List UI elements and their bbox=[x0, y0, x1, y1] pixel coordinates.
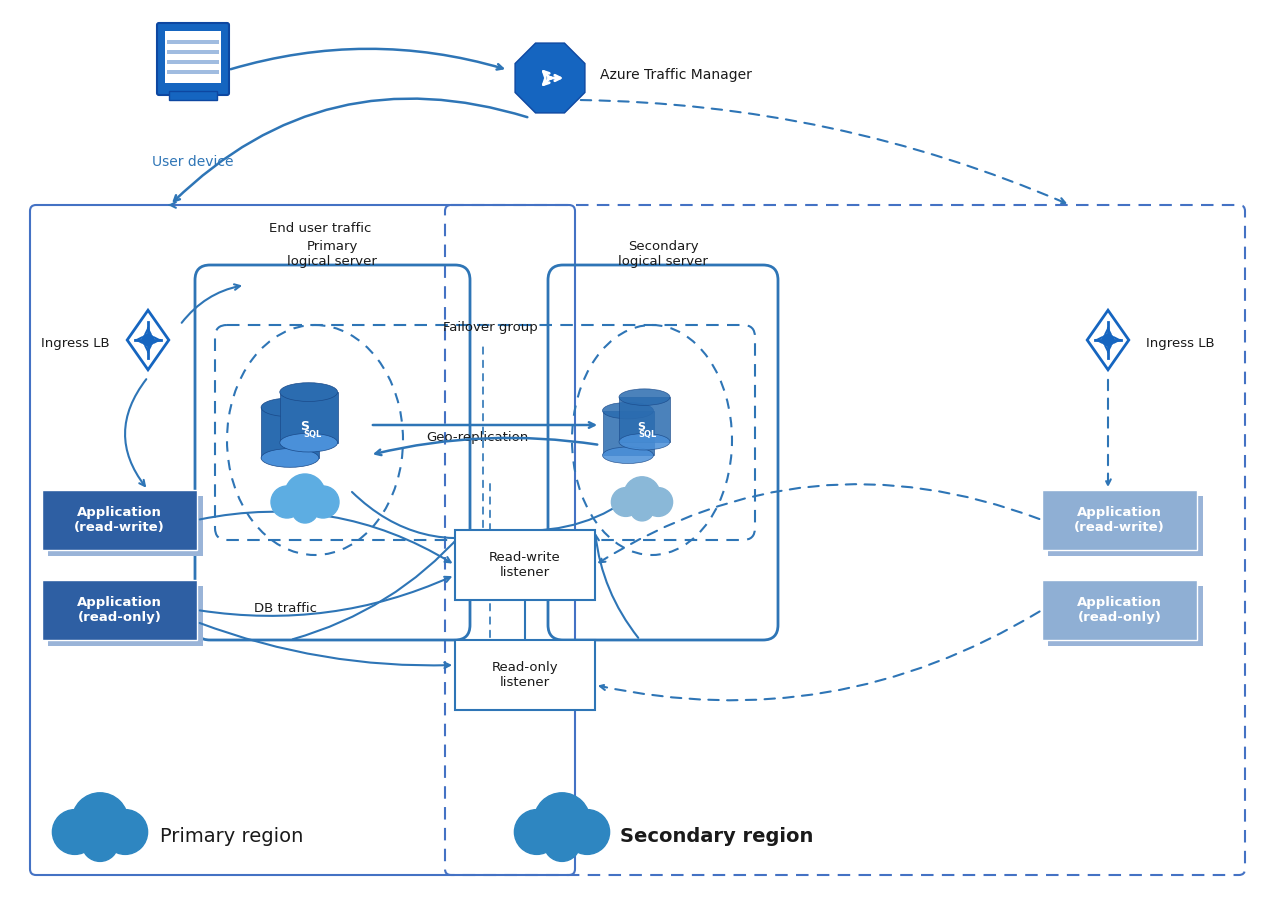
Bar bbox=[48, 586, 203, 646]
FancyBboxPatch shape bbox=[165, 31, 221, 83]
Bar bbox=[1042, 580, 1197, 640]
FancyBboxPatch shape bbox=[158, 23, 229, 95]
FancyBboxPatch shape bbox=[602, 410, 653, 455]
Ellipse shape bbox=[619, 433, 670, 450]
Polygon shape bbox=[1087, 310, 1129, 370]
Circle shape bbox=[81, 825, 118, 861]
Text: Primary
logical server: Primary logical server bbox=[287, 240, 377, 268]
Text: Ingress LB: Ingress LB bbox=[42, 337, 111, 350]
Bar bbox=[1049, 586, 1202, 646]
Ellipse shape bbox=[619, 388, 670, 406]
Circle shape bbox=[564, 810, 610, 855]
Bar bbox=[1049, 496, 1202, 556]
Circle shape bbox=[308, 486, 339, 518]
Polygon shape bbox=[127, 310, 169, 370]
Bar bbox=[455, 640, 595, 710]
Text: SQL: SQL bbox=[638, 430, 657, 440]
Bar bbox=[167, 70, 219, 74]
Circle shape bbox=[141, 334, 155, 346]
Circle shape bbox=[644, 487, 672, 516]
Text: Primary region: Primary region bbox=[160, 826, 304, 845]
Text: Secondary region: Secondary region bbox=[620, 826, 813, 845]
Text: Application
(read-only): Application (read-only) bbox=[78, 596, 161, 624]
Text: End user traffic: End user traffic bbox=[268, 221, 371, 235]
Text: Ingress LB: Ingress LB bbox=[1146, 337, 1215, 350]
FancyBboxPatch shape bbox=[261, 408, 319, 458]
Circle shape bbox=[630, 497, 653, 521]
Circle shape bbox=[515, 810, 559, 855]
Text: DB traffic: DB traffic bbox=[253, 601, 316, 614]
Circle shape bbox=[292, 497, 318, 523]
Text: S: S bbox=[637, 422, 644, 432]
Circle shape bbox=[544, 825, 580, 861]
Circle shape bbox=[534, 792, 590, 849]
Text: Geo-replication: Geo-replication bbox=[426, 431, 529, 444]
Bar bbox=[48, 496, 203, 556]
Circle shape bbox=[52, 810, 97, 855]
Bar bbox=[42, 490, 197, 550]
Text: Application
(read-write): Application (read-write) bbox=[1074, 506, 1166, 534]
Text: Read-only
listener: Read-only listener bbox=[492, 661, 558, 689]
Text: Azure Traffic Manager: Azure Traffic Manager bbox=[600, 68, 752, 82]
Circle shape bbox=[72, 792, 128, 849]
Bar bbox=[42, 580, 197, 640]
Bar bbox=[1042, 490, 1197, 550]
Circle shape bbox=[1102, 334, 1115, 346]
FancyBboxPatch shape bbox=[619, 397, 670, 441]
Ellipse shape bbox=[602, 402, 653, 419]
Polygon shape bbox=[515, 43, 585, 113]
Text: User device: User device bbox=[153, 155, 234, 169]
Ellipse shape bbox=[280, 383, 338, 401]
Ellipse shape bbox=[602, 447, 653, 463]
Circle shape bbox=[103, 810, 147, 855]
Text: Read-write
listener: Read-write listener bbox=[489, 551, 561, 579]
Text: Secondary
logical server: Secondary logical server bbox=[618, 240, 708, 268]
Bar bbox=[167, 40, 219, 44]
Circle shape bbox=[611, 487, 641, 516]
Ellipse shape bbox=[261, 398, 319, 417]
FancyBboxPatch shape bbox=[280, 392, 338, 442]
Circle shape bbox=[285, 474, 325, 514]
Circle shape bbox=[624, 477, 660, 513]
Bar bbox=[167, 60, 219, 64]
Bar bbox=[169, 90, 217, 101]
Bar bbox=[455, 530, 595, 600]
Ellipse shape bbox=[280, 433, 338, 452]
Text: Application
(read-only): Application (read-only) bbox=[1077, 596, 1162, 624]
Text: S: S bbox=[300, 420, 309, 433]
Bar bbox=[167, 50, 219, 54]
Text: SQL: SQL bbox=[302, 430, 322, 440]
Text: Failover group: Failover group bbox=[442, 322, 538, 335]
Circle shape bbox=[271, 486, 302, 518]
Ellipse shape bbox=[261, 449, 319, 467]
Text: Application
(read-write): Application (read-write) bbox=[74, 506, 165, 534]
